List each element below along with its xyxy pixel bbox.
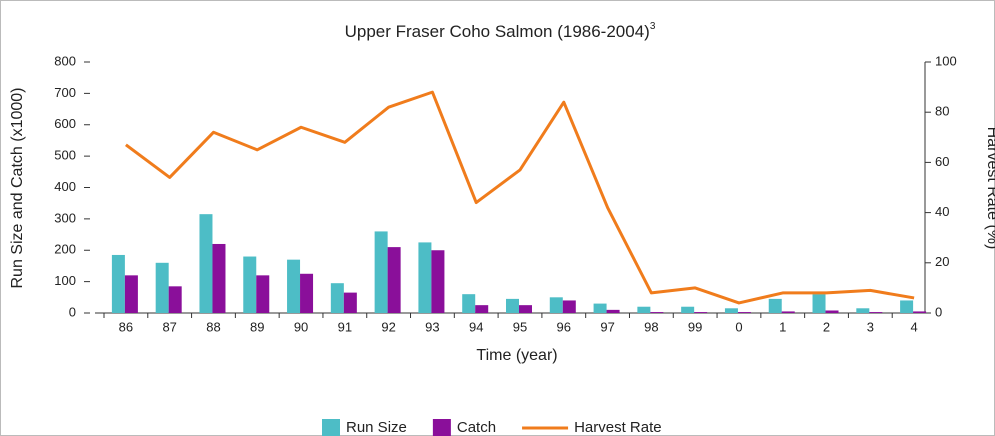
title-superscript: 3 (650, 21, 656, 32)
bar (462, 294, 476, 313)
bar (549, 297, 563, 313)
x-tick-label: 99 (688, 319, 702, 334)
y2-tick-label: 80 (935, 104, 949, 119)
x-tick-label: 2 (823, 319, 830, 334)
y-tick-label: 200 (54, 242, 76, 257)
y-tick-label: 600 (54, 116, 76, 131)
bar (124, 275, 138, 313)
y2-tick-label: 100 (935, 53, 957, 68)
bar (168, 286, 182, 313)
bar (593, 303, 607, 313)
bar (199, 214, 213, 313)
y-axis-title: Run Size and Catch (x1000) (9, 88, 26, 289)
legend-label: Run Size (346, 419, 407, 436)
x-tick-label: 95 (513, 319, 527, 334)
title-text: Upper Fraser Coho Salmon (1986-2004) (345, 22, 650, 41)
x-tick-label: 98 (644, 319, 658, 334)
bar (856, 308, 870, 313)
x-tick-label: 96 (557, 319, 571, 334)
bar (724, 308, 738, 313)
y-tick-label: 800 (54, 53, 76, 68)
x-tick-label: 3 (867, 319, 874, 334)
x-tick-label: 92 (381, 319, 395, 334)
bar (111, 254, 125, 313)
x-tick-label: 86 (119, 319, 133, 334)
bar (330, 283, 344, 313)
line (124, 90, 915, 305)
bar (431, 250, 445, 313)
bar (506, 298, 519, 313)
bar (812, 294, 826, 313)
bar (650, 312, 664, 313)
y-tick-label: 700 (54, 85, 76, 100)
bar (343, 292, 357, 313)
y-tick-label: 400 (54, 179, 76, 194)
bar (256, 275, 270, 313)
x-tick-label: 93 (425, 319, 439, 334)
bar (300, 273, 314, 313)
x-tick-label: 89 (250, 319, 264, 334)
x-tick-label: 87 (162, 319, 176, 334)
x-tick-label: 1 (779, 319, 786, 334)
x-tick-label: 94 (469, 319, 483, 334)
bar (768, 298, 782, 313)
y2-tick-label: 40 (935, 204, 949, 219)
y2-tick-label: 60 (935, 154, 949, 169)
legend-label: Catch (457, 419, 496, 436)
bar (418, 242, 432, 313)
y-tick-label: 0 (69, 304, 76, 319)
legend-swatch (322, 419, 340, 436)
bar (900, 300, 914, 313)
bar (737, 312, 751, 313)
y2-tick-label: 0 (935, 304, 942, 319)
y2-tick-label: 20 (935, 254, 949, 269)
bar (212, 243, 226, 313)
bar (243, 256, 257, 313)
y2-axis-title: Harvest Rate (%) (984, 127, 995, 250)
bar (606, 309, 620, 313)
x-tick-label: 88 (206, 319, 220, 334)
y-tick-label: 300 (54, 210, 76, 225)
x-tick-label: 97 (600, 319, 614, 334)
bar (869, 312, 883, 313)
y-tick-label: 500 (54, 148, 76, 163)
x-axis-title: Time (year) (476, 347, 557, 364)
bar (781, 311, 795, 313)
x-tick-label: 0 (735, 319, 742, 334)
chart-title: Upper Fraser Coho Salmon (1986-2004)3 (345, 21, 656, 42)
bar (825, 310, 839, 313)
bar (519, 305, 532, 313)
bar (681, 306, 695, 313)
bar (562, 300, 576, 313)
legend-swatch (432, 419, 451, 436)
bar (387, 247, 401, 313)
bar (913, 311, 927, 313)
bar (637, 306, 651, 313)
bar (374, 231, 388, 313)
legend-label: Harvest Rate (574, 419, 662, 436)
x-tick-label: 4 (910, 319, 917, 334)
x-tick-label: 90 (294, 319, 308, 334)
bar (475, 305, 489, 313)
bar (155, 262, 169, 313)
x-tick-label: 91 (338, 319, 352, 334)
bar (287, 259, 301, 313)
y-tick-label: 100 (54, 273, 76, 288)
bar (694, 312, 708, 313)
